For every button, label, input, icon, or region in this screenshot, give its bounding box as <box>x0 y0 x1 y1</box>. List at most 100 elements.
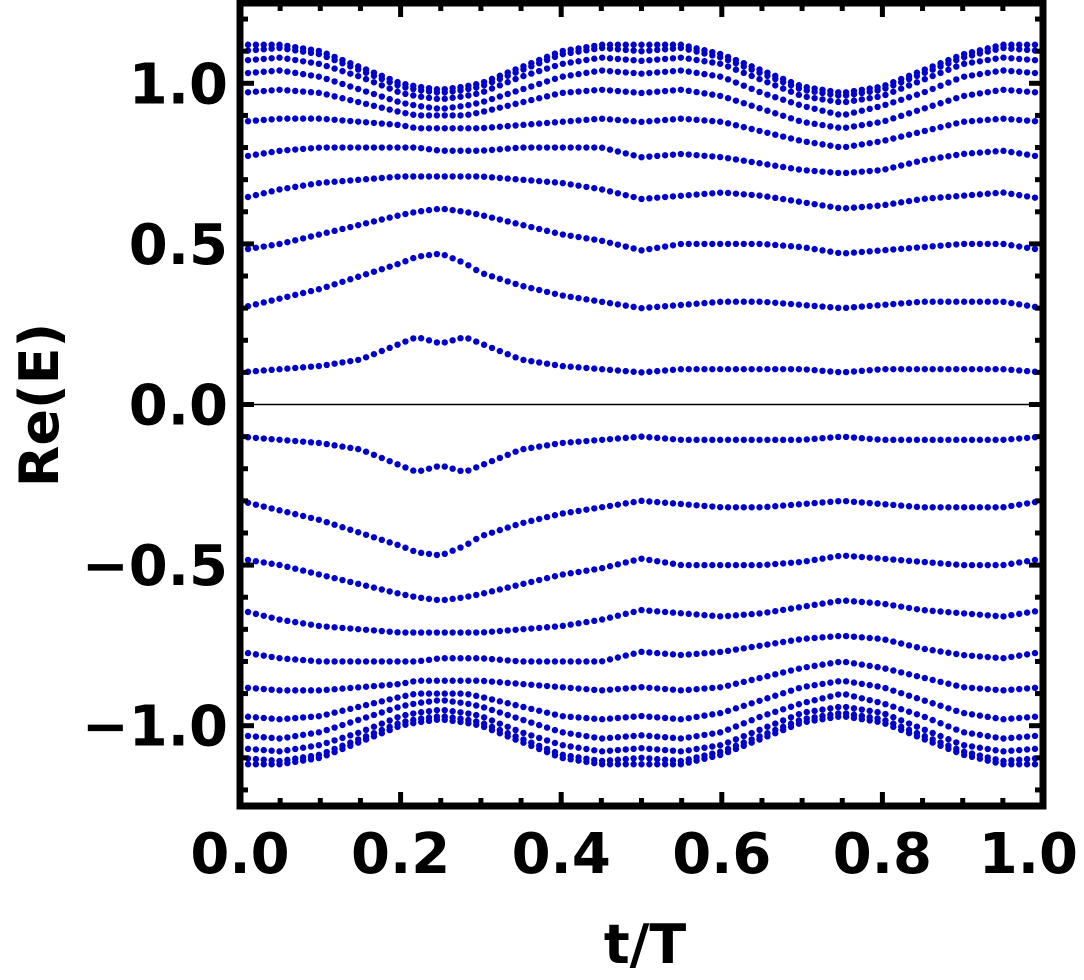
data-point <box>866 696 873 704</box>
data-point <box>976 653 984 660</box>
data-point <box>567 570 574 577</box>
data-point <box>425 595 433 603</box>
data-point <box>638 433 645 440</box>
data-point <box>827 142 834 149</box>
data-point <box>779 669 787 676</box>
data-point <box>433 596 441 604</box>
data-point <box>606 686 614 693</box>
data-point <box>260 756 267 763</box>
data-point <box>787 300 795 308</box>
data-point <box>819 202 826 209</box>
data-point <box>433 205 441 213</box>
data-point <box>276 86 283 93</box>
data-point <box>764 69 771 76</box>
data-point <box>268 734 275 742</box>
data-point <box>386 658 393 665</box>
data-point <box>677 301 685 309</box>
data-point <box>803 698 810 706</box>
data-point <box>669 67 677 75</box>
data-point <box>614 501 622 508</box>
data-point <box>669 302 677 309</box>
data-point <box>614 55 622 63</box>
data-point <box>323 229 330 236</box>
data-point <box>693 436 700 444</box>
data-point <box>866 435 873 443</box>
data-point <box>960 50 968 58</box>
data-point <box>1023 46 1031 54</box>
data-point <box>488 146 496 154</box>
data-point <box>441 251 448 259</box>
data-point <box>701 70 708 78</box>
data-point <box>528 444 535 452</box>
data-point <box>480 173 488 180</box>
data-point <box>299 235 307 242</box>
data-point <box>331 709 338 716</box>
data-point <box>583 56 590 64</box>
data-point <box>630 755 637 762</box>
data-point <box>465 467 472 474</box>
data-point <box>803 500 810 507</box>
data-point <box>252 610 260 618</box>
data-point <box>638 304 645 312</box>
data-point <box>1008 242 1015 249</box>
data-point <box>945 122 952 129</box>
data-point <box>953 95 960 102</box>
data-point <box>441 629 448 636</box>
data-point <box>543 513 551 521</box>
data-point <box>1008 190 1015 198</box>
data-point <box>740 69 747 77</box>
data-point <box>260 746 267 754</box>
data-point <box>890 246 897 253</box>
data-point <box>905 94 913 101</box>
data-point <box>307 363 315 370</box>
data-point <box>598 658 606 665</box>
data-point <box>858 203 866 211</box>
data-point <box>307 72 315 79</box>
data-point <box>528 121 535 128</box>
data-point <box>929 85 936 93</box>
data-point <box>347 276 354 283</box>
data-point <box>292 146 299 153</box>
data-point <box>520 63 527 70</box>
data-point <box>559 118 567 125</box>
data-point <box>913 91 921 98</box>
data-point <box>386 588 393 595</box>
data-point <box>268 686 275 693</box>
data-point <box>433 112 441 119</box>
data-point <box>473 629 480 636</box>
data-point <box>465 700 472 708</box>
data-point <box>1023 244 1031 251</box>
data-point <box>732 97 740 104</box>
data-point <box>953 504 960 511</box>
data-point <box>323 115 330 123</box>
data-point <box>362 582 370 589</box>
data-point <box>394 341 401 348</box>
data-point <box>827 123 834 130</box>
data-point <box>945 723 952 730</box>
data-point <box>347 83 354 90</box>
data-point <box>299 656 307 664</box>
data-point <box>598 41 606 48</box>
data-point <box>732 240 740 248</box>
data-point <box>787 703 795 710</box>
data-point <box>402 692 409 700</box>
data-point <box>811 120 818 128</box>
data-point <box>827 434 834 441</box>
data-point <box>866 366 873 374</box>
data-point <box>764 107 771 114</box>
series-band <box>244 632 1039 665</box>
data-point <box>1008 55 1015 62</box>
data-point <box>512 75 519 83</box>
data-point <box>968 240 976 248</box>
data-point <box>937 702 944 709</box>
data-point <box>441 655 448 662</box>
data-point <box>252 558 260 565</box>
data-point <box>331 144 338 151</box>
data-point <box>937 82 944 89</box>
data-point <box>362 220 370 227</box>
data-point <box>386 174 393 181</box>
data-point <box>1031 608 1039 615</box>
data-point <box>701 47 708 54</box>
data-point <box>449 104 456 111</box>
data-point <box>897 96 905 103</box>
